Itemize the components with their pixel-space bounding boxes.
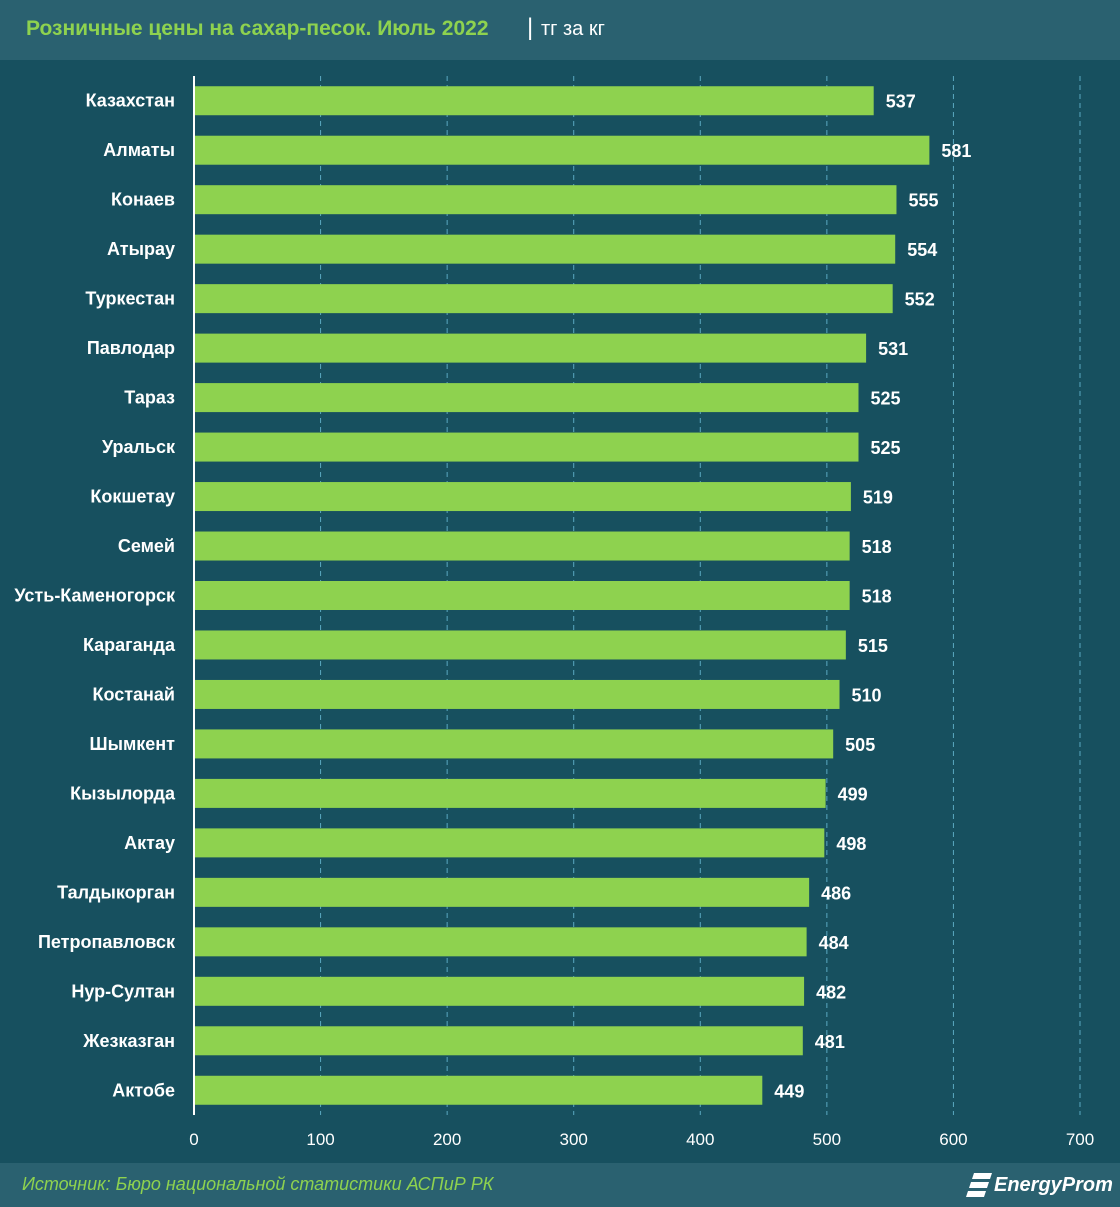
bar [194, 531, 850, 561]
value-label: 486 [821, 883, 851, 903]
bar [194, 729, 834, 759]
value-label: 555 [908, 191, 938, 211]
source-note: Источник: Бюро национальной статистики А… [22, 1174, 494, 1194]
bar [194, 1026, 803, 1056]
value-label: 449 [774, 1081, 804, 1101]
value-label: 519 [863, 488, 893, 508]
category-label: Актобе [112, 1080, 175, 1100]
category-label: Атырау [107, 239, 175, 259]
logo-text: EnergyProm [994, 1174, 1113, 1196]
category-label: Нур-Султан [71, 981, 175, 1001]
value-label: 525 [871, 389, 901, 409]
category-label: Семей [118, 536, 175, 556]
x-tick-label: 700 [1066, 1130, 1094, 1149]
value-label: 518 [862, 537, 892, 557]
category-label: Конаев [111, 190, 175, 210]
value-label: 484 [819, 933, 849, 953]
category-label: Шымкент [90, 734, 176, 754]
category-label: Кокшетау [90, 487, 175, 507]
bar [194, 383, 859, 413]
chart-header: Розничные цены на сахар-песок. Июль 2022… [0, 0, 1120, 60]
bar [194, 877, 810, 907]
value-label: 525 [871, 438, 901, 458]
logo-icon [966, 1173, 992, 1197]
bar [194, 432, 859, 462]
x-tick-label: 400 [686, 1130, 714, 1149]
category-label: Казахстан [86, 91, 175, 111]
category-label: Тараз [124, 388, 175, 408]
value-label: 552 [905, 290, 935, 310]
value-label: 518 [862, 587, 892, 607]
bar [194, 976, 805, 1006]
chart-footer: Источник: Бюро национальной статистики А… [0, 1163, 1120, 1207]
bar [194, 86, 874, 116]
category-label: Усть-Каменогорск [14, 586, 176, 606]
x-tick-label: 100 [306, 1130, 334, 1149]
value-label: 515 [858, 636, 888, 656]
category-label: Талдыкорган [57, 882, 175, 902]
value-label: 481 [815, 1032, 845, 1052]
bar [194, 284, 893, 314]
bar [194, 333, 867, 363]
bar [194, 679, 840, 709]
bar [194, 234, 896, 264]
category-label: Туркестан [85, 289, 175, 309]
category-label: Петропавловск [38, 932, 176, 952]
bar [194, 927, 807, 957]
bar [194, 828, 825, 858]
category-label: Уральск [102, 437, 176, 457]
x-tick-label: 600 [939, 1130, 967, 1149]
value-label: 531 [878, 339, 908, 359]
x-tick-label: 200 [433, 1130, 461, 1149]
bar [194, 778, 826, 808]
bar [194, 581, 850, 610]
value-label: 554 [907, 240, 937, 260]
category-label: Павлодар [87, 338, 175, 358]
value-label: 498 [836, 834, 866, 854]
value-label: 505 [845, 735, 875, 755]
bar [194, 482, 851, 512]
energyprom-logo: EnergyProm [966, 1171, 1113, 1201]
category-label: Караганда [83, 635, 176, 655]
unit-label: тг за кг [541, 18, 605, 40]
category-label: Костанай [92, 684, 175, 704]
value-label: 482 [816, 982, 846, 1002]
value-label: 510 [852, 685, 882, 705]
x-tick-label: 300 [560, 1130, 588, 1149]
category-label: Актау [124, 833, 175, 853]
x-tick-label: 500 [813, 1130, 841, 1149]
value-label: 537 [886, 92, 916, 112]
category-label: Кызылорда [70, 783, 176, 803]
category-label: Алматы [103, 140, 175, 160]
bar [194, 185, 897, 215]
bar [194, 630, 846, 660]
value-label: 499 [838, 784, 868, 804]
title-separator: | [527, 14, 534, 41]
x-tick-label: 0 [189, 1130, 198, 1149]
bar [194, 1075, 763, 1105]
category-label: Жезказган [82, 1031, 175, 1051]
bar [194, 135, 930, 165]
value-label: 581 [941, 141, 971, 161]
chart-title: Розничные цены на сахар-песок. Июль 2022 [26, 17, 489, 40]
